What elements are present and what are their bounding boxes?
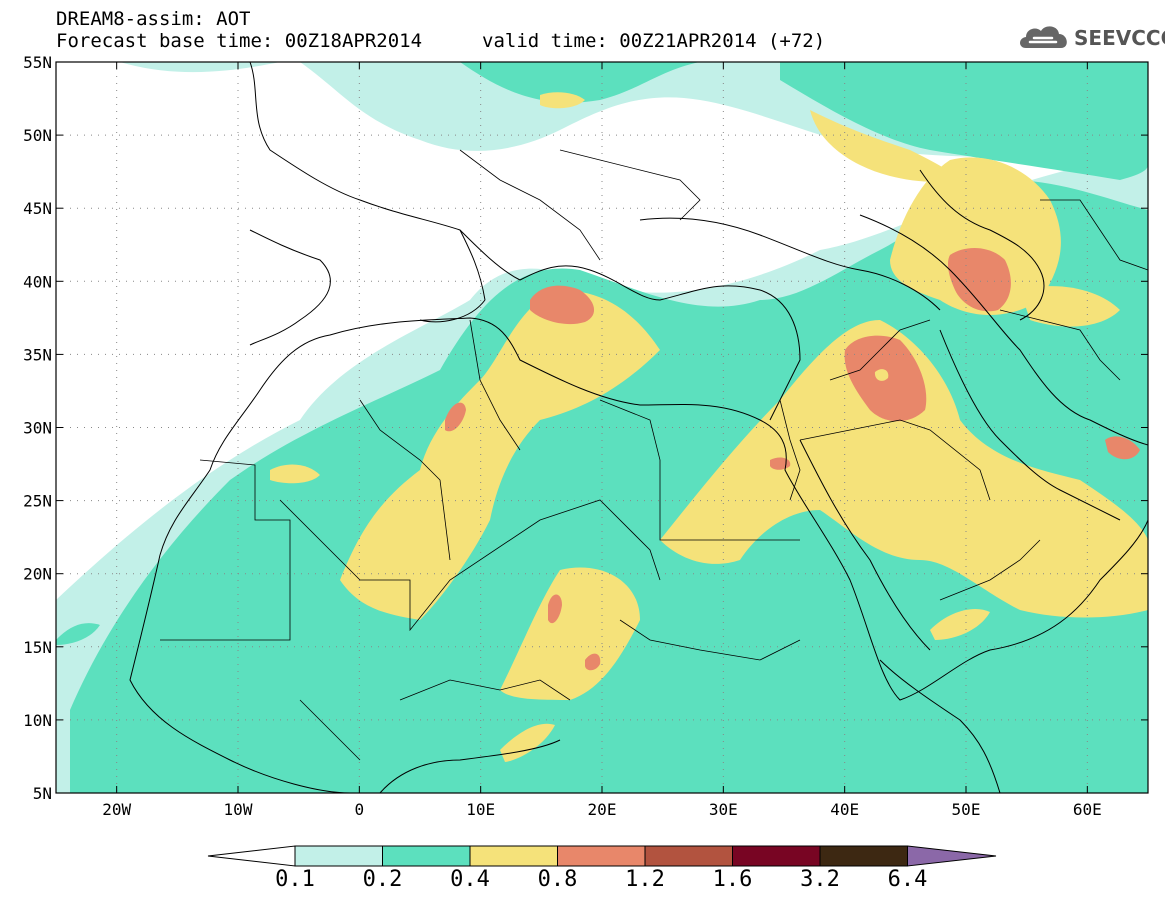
lat-label: 5N: [33, 784, 52, 803]
lon-label: 10E: [466, 800, 495, 819]
aot-hole: [874, 369, 889, 381]
valid-time: valid time: 00Z21APR2014 (+72): [482, 30, 826, 52]
lon-label: 30E: [709, 800, 738, 819]
seevccc-logo: SEEVCCC: [1016, 22, 1165, 54]
colorbar-segment: [469, 845, 558, 867]
colorbar-label: 0.1: [275, 867, 315, 892]
lat-label: 30N: [23, 419, 52, 438]
colorbar-label: 6.4: [887, 867, 928, 892]
lon-label: 50E: [952, 800, 981, 819]
colorbar-segment: [644, 845, 733, 867]
map-gridlines: [56, 62, 1148, 793]
lat-label: 35N: [23, 345, 52, 364]
colorbar-under-arrow: [207, 845, 296, 867]
lon-label: 0: [355, 800, 365, 819]
colorbar-segment: [732, 845, 821, 867]
lat-label: 40N: [23, 272, 52, 291]
colorbar-labels: 0.1 0.2 0.4 0.8 1.2 1.6 3.2 6.4: [0, 868, 1165, 898]
longitude-labels: 20W 10W 0 10E 20E 30E 40E 50E 60E: [102, 800, 1102, 819]
colorbar-label: 3.2: [800, 867, 840, 892]
coastlines: [129, 62, 1148, 793]
colorbar-segment: [294, 845, 383, 867]
colorbar-label: 0.2: [362, 867, 403, 892]
latitude-labels: 55N 50N 45N 40N 35N 30N 25N 20N 15N 10N 5N: [23, 53, 52, 803]
forecast-base-time: Forecast base time: 00Z18APR2014: [56, 30, 423, 52]
colorbar-segment: [819, 845, 908, 867]
lat-label: 15N: [23, 638, 52, 657]
axis-ticks: [56, 61, 1148, 794]
lat-label: 25N: [23, 492, 52, 511]
colorbar-label: 0.4: [450, 867, 490, 892]
country-borders: [160, 149, 1148, 761]
lon-label: 20W: [102, 800, 131, 819]
cloud-icon: [1020, 26, 1067, 48]
lat-label: 10N: [23, 711, 52, 730]
lon-label: 20E: [588, 800, 617, 819]
aot-band-0.8: [445, 248, 1140, 671]
colorbar-over-arrow: [907, 845, 997, 867]
lon-label: 40E: [830, 800, 859, 819]
lon-label: 60E: [1073, 800, 1102, 819]
lat-label: 50N: [23, 126, 52, 145]
colorbar-segment: [557, 845, 646, 867]
lat-label: 20N: [23, 565, 52, 584]
map-title: DREAM8-assim: AOT: [56, 8, 251, 30]
aot-field: [56, 62, 1148, 793]
aot-band-0.4: [270, 92, 1148, 762]
logo-text: SEEVCCC: [1074, 26, 1165, 50]
lon-label: 10W: [224, 800, 253, 819]
lat-label: 45N: [23, 199, 52, 218]
colorbar: [207, 845, 997, 867]
colorbar-label: 0.8: [537, 867, 578, 892]
colorbar-segment: [382, 845, 471, 867]
colorbar-label: 1.2: [625, 867, 665, 892]
lat-label: 55N: [23, 53, 52, 72]
colorbar-label: 1.6: [712, 867, 753, 892]
